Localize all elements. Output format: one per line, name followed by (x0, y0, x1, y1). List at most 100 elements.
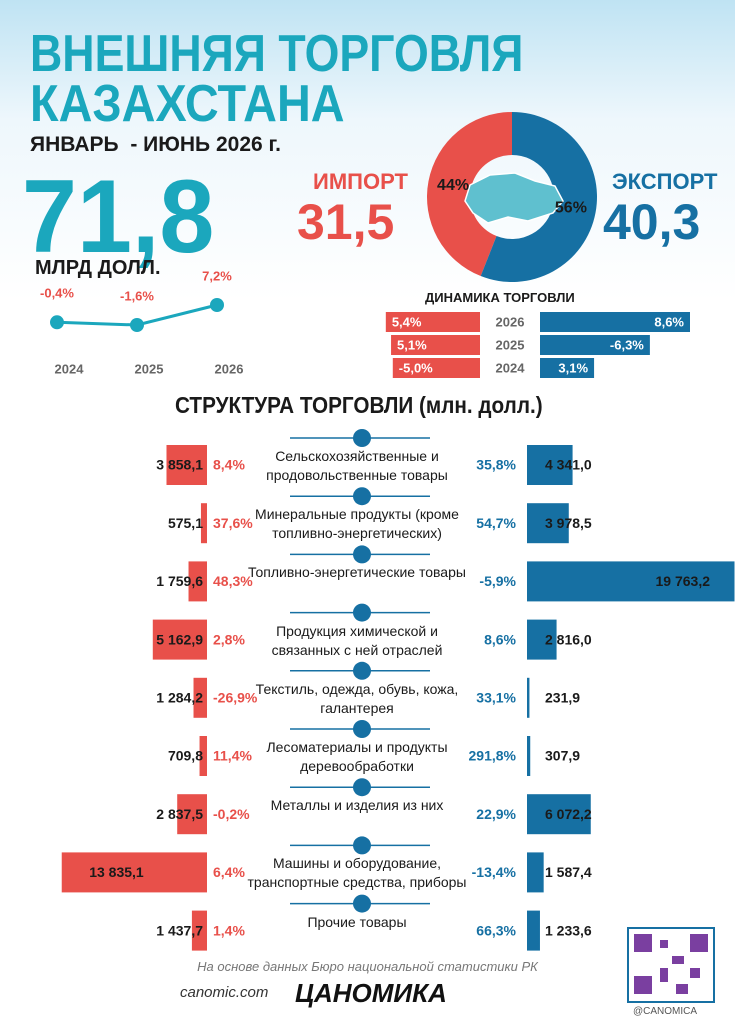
qr-pattern (634, 934, 708, 994)
category-label: Топливно-энергетические товары (248, 564, 466, 581)
export-value: 19 763,2 (656, 573, 711, 589)
export-value: 1 233,6 (545, 922, 592, 938)
category-label: Минеральные продукты (кроме топливно-эне… (255, 506, 459, 542)
category-icon (353, 487, 371, 506)
dynamics-year: 2025 (496, 337, 525, 352)
import-change: 6,4% (213, 864, 245, 880)
export-change: 66,3% (476, 922, 516, 938)
export-value: 231,9 (545, 690, 580, 706)
import-bar (166, 445, 207, 485)
export-value: 40,3 (603, 194, 701, 250)
dynamics-year: 2024 (496, 360, 526, 375)
category-icon (353, 661, 371, 680)
category-label: Прочие товары (307, 913, 407, 930)
export-change: 33,1% (476, 690, 516, 706)
export-bar (527, 736, 531, 776)
import-value: 3 858,1 (156, 457, 203, 473)
import-value: 1 284,2 (156, 690, 203, 706)
import-value: 575,1 (168, 515, 203, 531)
dynamics-bar (392, 358, 480, 378)
trend-point (130, 318, 144, 332)
logo: ЦАНОМИКА (295, 978, 447, 1008)
year-box (480, 359, 540, 377)
total-unit: МЛРД ДОЛЛ. (35, 257, 161, 279)
import-bar (152, 619, 207, 660)
year-label: 2024 (55, 361, 85, 376)
handle: @CANOMICA (633, 1006, 698, 1017)
year-box (480, 313, 540, 331)
dynamics-title: ДИНАМИКА ТОРГОВЛИ (425, 290, 575, 305)
category-label: Машины и оборудование, транспортные сред… (247, 855, 467, 891)
export-bar (527, 794, 591, 835)
category-icon (353, 720, 371, 738)
category-label: Сельскохозяйственные и продовольственные… (266, 448, 448, 483)
category-icon (353, 778, 371, 797)
trend-label: -1,6% (120, 288, 154, 303)
year-label: 2026 (215, 361, 244, 376)
import-value: 13 835,1 (89, 864, 144, 880)
export-change: 35,8% (476, 457, 516, 473)
structure-title: СТРУКТУРА ТОРГОВЛИ (млн. долл.) (175, 392, 543, 418)
export-value: 2 816,0 (545, 631, 592, 647)
export-value: 6 072,2 (545, 806, 592, 822)
category-icon (353, 603, 371, 622)
import-change: 2,8% (213, 631, 245, 647)
source: На основе данных Бюро национальной стати… (197, 959, 538, 974)
export-label: ЭКСПОРТ (612, 169, 718, 194)
dynamics-label: 5,4% (392, 314, 422, 329)
export-bar (527, 503, 569, 544)
import-value: 1 437,7 (156, 922, 203, 938)
map-icon (464, 172, 564, 224)
import-value: 31,5 (297, 194, 395, 250)
title-line: КАЗАХСТАНА (30, 75, 345, 133)
import-bar (199, 736, 207, 776)
import-label: ИМПОРТ (313, 169, 408, 194)
category-icon (353, 894, 371, 913)
year-label: 2025 (135, 361, 164, 376)
export-change: -5,9% (479, 573, 516, 589)
period: ЯНВАРЬ - ИЮНЬ 2026 г. (30, 133, 282, 156)
export-change: 291,8% (469, 748, 517, 764)
export-value: 1 587,4 (545, 864, 592, 880)
category-icon (353, 836, 371, 855)
export-value: 4 341,0 (545, 457, 592, 473)
total-value: 71,8 (22, 159, 215, 275)
year-box (480, 336, 540, 354)
import-change: 37,6% (213, 515, 253, 531)
import-change: 48,3% (213, 573, 253, 589)
import-change: -26,9% (213, 690, 258, 706)
export-change: 8,6% (484, 631, 516, 647)
import-bar (61, 852, 208, 893)
import-bar (193, 677, 207, 718)
export-bar (527, 910, 540, 951)
category-label: Текстиль, одежда, обувь, кожа, галантере… (255, 680, 459, 716)
pie-slice (480, 112, 597, 282)
dynamics-year: 2026 (496, 314, 525, 329)
export-change: -13,4% (472, 864, 517, 880)
dynamics-bar (540, 312, 690, 332)
dynamics-bar (391, 335, 480, 355)
export-value: 307,9 (545, 748, 580, 764)
dynamics-label: -5,0% (399, 360, 433, 375)
category-label: Продукция химической и связанных с ней о… (271, 622, 443, 658)
trend-label: 7,2% (202, 268, 232, 283)
dynamics-label: 8,6% (654, 314, 684, 329)
pie-label: 56% (555, 199, 587, 216)
import-value: 5 162,9 (156, 631, 203, 647)
dynamics-label: -6,3% (610, 337, 644, 352)
export-bar (527, 561, 735, 602)
trend-label: -0,4% (40, 286, 74, 301)
category-label: Металлы и изделия из них (270, 797, 444, 814)
dynamics-bar (540, 358, 595, 378)
dynamics-label: 5,1% (397, 337, 427, 352)
export-bar (527, 619, 557, 660)
import-change: 8,4% (213, 457, 245, 473)
export-change: 54,7% (476, 515, 516, 531)
import-change: 11,4% (213, 748, 252, 764)
export-bar (527, 677, 530, 718)
category-icon (353, 545, 371, 564)
site: canomic.com (180, 984, 269, 1001)
trend-point (50, 315, 64, 330)
import-value: 1 759,6 (156, 573, 203, 589)
